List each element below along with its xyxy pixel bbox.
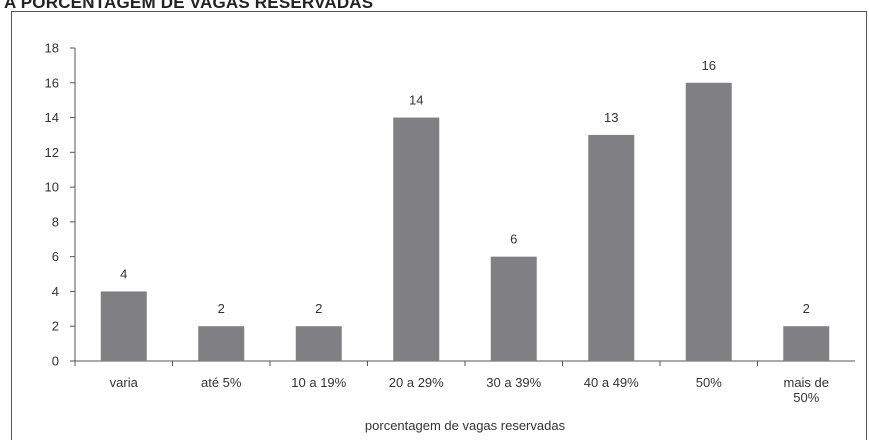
y-tick-label: 10	[45, 180, 59, 195]
data-label-3: 14	[409, 93, 423, 108]
bar-7	[783, 326, 830, 361]
data-label-2: 2	[315, 301, 322, 316]
bar-2	[295, 326, 342, 361]
data-label-6: 16	[702, 58, 716, 73]
bar-6	[685, 82, 732, 362]
bar-0	[100, 291, 147, 361]
y-tick-label: 12	[45, 145, 59, 160]
data-label-0: 4	[120, 266, 127, 281]
y-tick-label: 8	[52, 214, 59, 229]
y-tick-label: 16	[45, 75, 59, 90]
bar-1	[198, 326, 245, 361]
x-tick-label: 20 a 29%	[389, 375, 444, 390]
x-tick-label: 50%	[793, 390, 819, 405]
chart-title: A PORCENTAGEM DE VAGAS RESERVADAS	[4, 0, 374, 12]
x-axis-ticks: varia até 5% 10 a 19% 20 a 29% 30 a 39% 40 a …	[74, 361, 829, 405]
y-axis-ticks: 0 2 4 6 8 10 12 14 16 18	[45, 41, 75, 369]
bar-4	[490, 256, 537, 361]
bar-5	[588, 134, 635, 361]
data-label-1: 2	[218, 301, 225, 316]
data-label-7: 2	[803, 301, 810, 316]
x-tick-label: 50%	[696, 375, 722, 390]
y-tick-label: 6	[52, 249, 59, 264]
x-tick-label: 30 a 39%	[486, 375, 541, 390]
x-tick-label: mais de	[783, 375, 829, 390]
x-tick-label: varia	[110, 375, 139, 390]
x-tick-label: 10 a 19%	[291, 375, 346, 390]
y-tick-label: 0	[52, 354, 59, 369]
x-tick-label: 40 a 49%	[584, 375, 639, 390]
chart-frame	[11, 11, 867, 440]
data-label-5: 13	[604, 110, 618, 125]
x-tick-label: até 5%	[201, 375, 242, 390]
y-tick-label: 2	[52, 319, 59, 334]
bars	[100, 82, 830, 362]
x-axis-title: porcentagem de vagas reservadas	[365, 418, 566, 433]
y-tick-label: 18	[45, 41, 59, 56]
y-tick-label: 14	[45, 110, 59, 125]
y-tick-label: 4	[52, 284, 59, 299]
data-label-4: 6	[510, 232, 517, 247]
bar-3	[393, 117, 440, 361]
